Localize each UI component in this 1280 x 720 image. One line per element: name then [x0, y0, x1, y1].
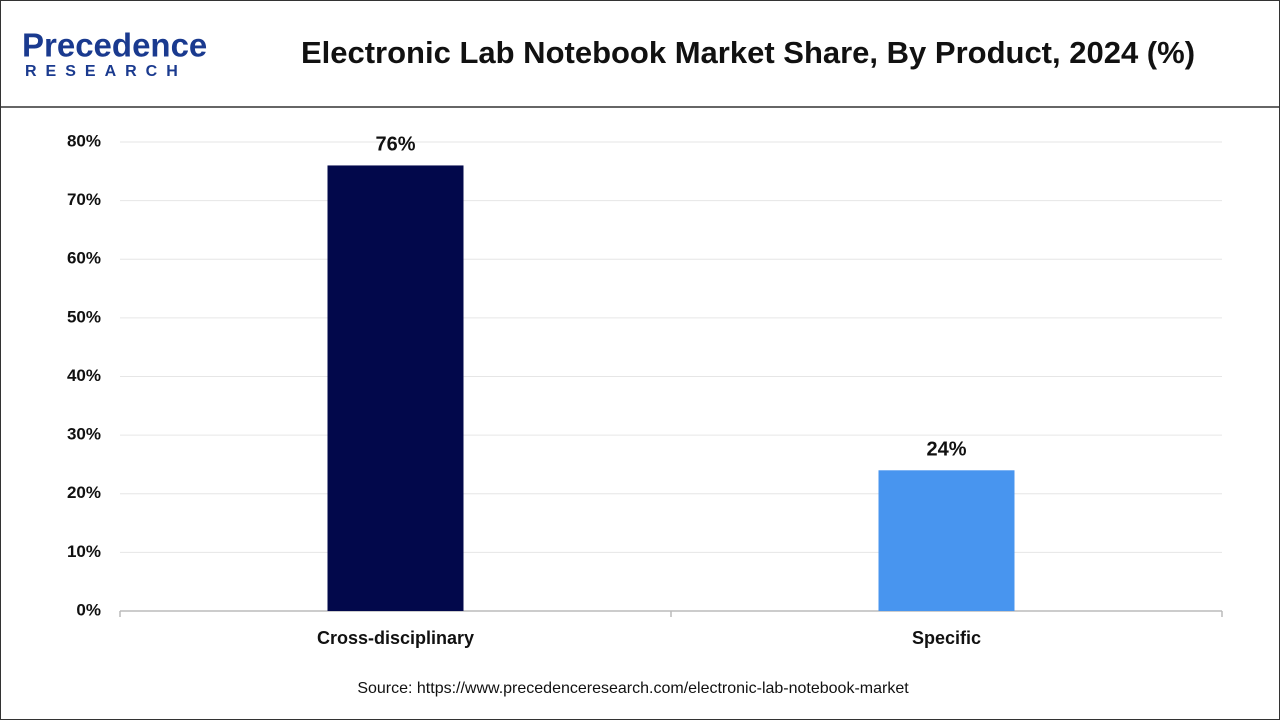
logo-tagline: RESEARCH	[25, 63, 187, 80]
source: Source: https://www.precedenceresearch.c…	[357, 680, 909, 697]
chart-title: Electronic Lab Notebook Market Share, By…	[301, 35, 1195, 70]
y-tick-label: 40%	[67, 366, 101, 385]
value-label: 24%	[926, 439, 966, 461]
y-tick-label: 60%	[67, 249, 101, 268]
y-tick-label: 70%	[67, 190, 101, 209]
logo-name: Precedence	[22, 27, 207, 64]
y-tick-label: 0%	[76, 600, 101, 619]
bar	[878, 470, 1015, 611]
y-tick-label: 10%	[67, 542, 101, 561]
bar	[327, 165, 464, 611]
y-tick-label: 20%	[67, 483, 101, 502]
x-tick-label: Cross-disciplinary	[317, 628, 474, 648]
value-label: 76%	[375, 134, 415, 156]
y-tick-label: 50%	[67, 307, 101, 326]
y-tick-label: 80%	[67, 131, 101, 150]
y-tick-label: 30%	[67, 425, 101, 444]
x-tick-label: Specific	[912, 628, 981, 648]
